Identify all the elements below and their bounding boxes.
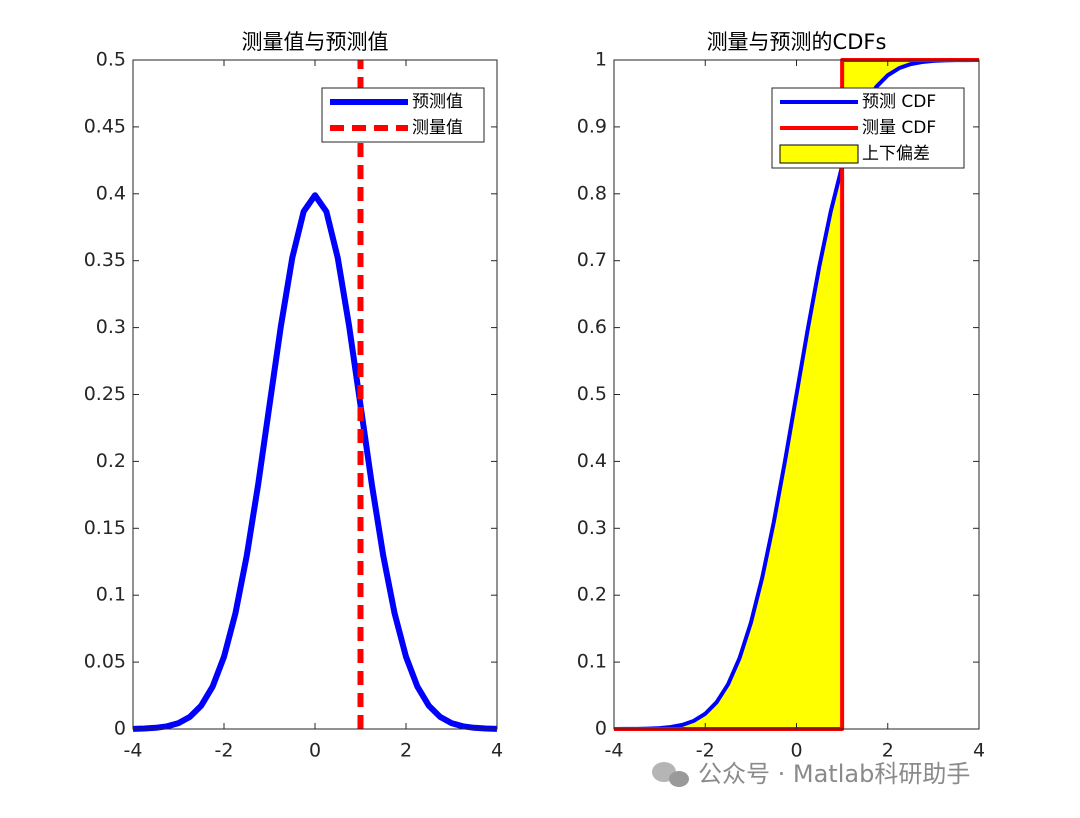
y-tick-label: 0.5 [577,383,607,405]
y-tick-label: 0.8 [577,182,607,204]
y-tick-label: 0.25 [84,383,126,405]
y-tick-label: 0.7 [577,249,607,271]
y-tick-label: 0.5 [96,49,126,71]
x-tick-label: 2 [882,740,894,762]
legend-label: 预测值 [412,92,463,112]
watermark-icon [652,762,689,787]
x-tick-label: 2 [400,740,412,762]
x-tick-label: 4 [491,740,503,762]
y-tick-label: 0.35 [84,249,126,271]
plot-area [133,60,497,729]
y-tick-label: 0.2 [96,450,126,472]
chart-title: 测量值与预测值 [242,30,389,54]
legend-label: 上下偏差 [862,144,930,164]
x-tick-label: -4 [124,740,143,762]
y-tick-label: 0.9 [577,115,607,137]
legend-label: 预测 CDF [862,92,936,112]
y-tick-label: 0.15 [84,517,126,539]
series-line [613,58,980,731]
legend-swatch [779,144,859,164]
x-tick-label: 0 [790,740,802,762]
y-tick-label: 0.1 [577,651,607,673]
y-tick-label: 0.4 [96,182,126,204]
x-tick-label: -4 [605,740,624,762]
watermark: 公众号 · Matlab科研助手 [698,760,970,788]
x-tick-label: -2 [215,740,234,762]
y-tick-label: 0.45 [84,115,126,137]
legend-label: 测量值 [412,118,463,138]
x-tick-label: 4 [973,740,985,762]
y-tick-label: 0.2 [577,584,607,606]
legend-box [321,87,485,143]
y-tick-label: 0.4 [577,450,607,472]
y-tick-label: 0.1 [96,584,126,606]
legend: 预测 CDF 测量 CDF 上下偏差 [771,87,965,169]
series-line [132,192,498,732]
y-tick-label: 0.6 [577,316,607,338]
legend-label: 测量 CDF [862,118,936,138]
y-tick-label: 1 [595,49,607,71]
y-tick-label: 0.05 [84,651,126,673]
x-tick-label: -2 [696,740,715,762]
chart-title: 测量与预测的CDFs [707,30,887,54]
y-tick-label: 0.3 [577,517,607,539]
y-tick-label: 0 [595,718,607,740]
y-tick-label: 0.3 [96,316,126,338]
x-tick-label: 0 [309,740,321,762]
y-tick-label: 0 [114,718,126,740]
